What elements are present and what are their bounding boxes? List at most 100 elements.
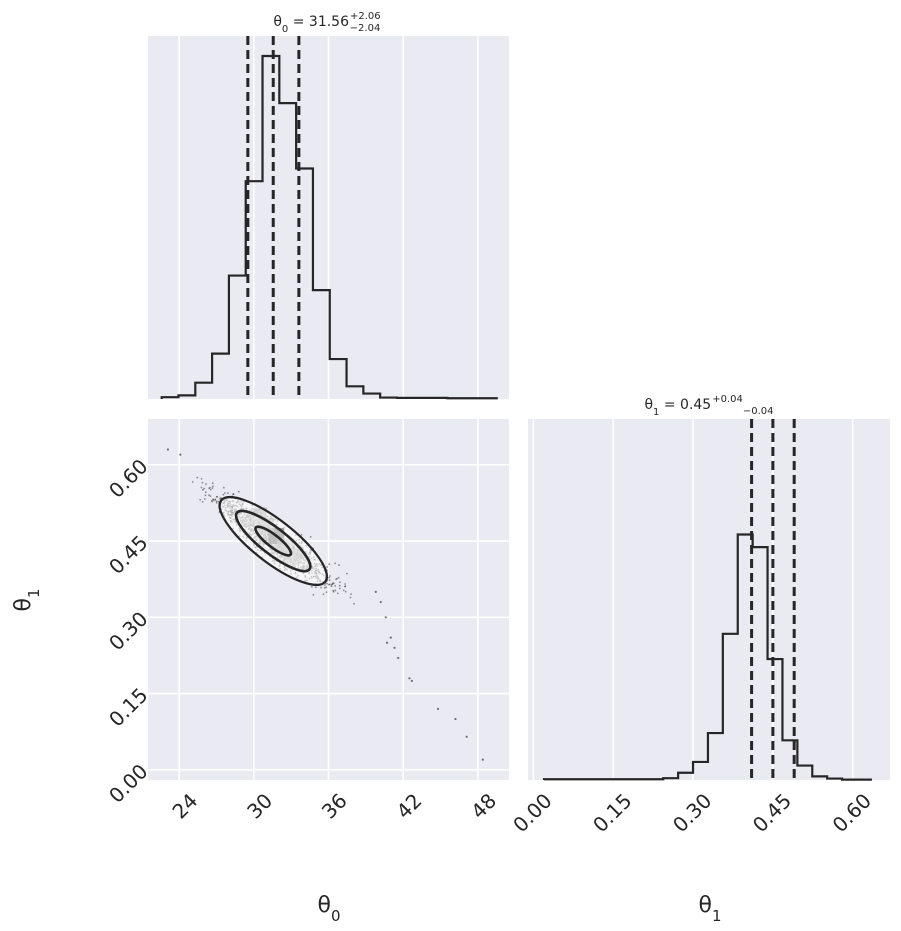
x-tick-label: 42 xyxy=(392,789,427,824)
sample-point xyxy=(212,485,214,488)
sample-point xyxy=(349,596,352,599)
sample-point xyxy=(326,566,328,568)
theta1-histogram-panel: 0.00 0.15 0.30 0.45 0.60 θ1 = 0.45+0.04−0.04… xyxy=(508,394,890,925)
sample-point xyxy=(320,586,323,589)
theta0-histogram-steps xyxy=(160,54,498,400)
sample-point xyxy=(326,582,329,585)
sample-point xyxy=(201,488,204,491)
sample-point xyxy=(237,490,240,493)
outlier-point xyxy=(408,677,411,680)
sample-point xyxy=(338,584,341,587)
joint-scatter-panel: 24 30 36 42 48 0.00 0.15 0.30 0.45 0.60 θ0 θ1 xyxy=(11,419,509,925)
sample-point xyxy=(344,583,347,585)
outlier-point xyxy=(384,616,387,619)
theta1-axis-label: θ1 xyxy=(11,588,43,611)
sample-point xyxy=(196,476,199,479)
sample-point xyxy=(346,572,348,575)
sample-point xyxy=(328,576,331,579)
sample-point xyxy=(330,585,333,588)
sample-point xyxy=(211,487,214,490)
x-tick-labels: 0.00 0.15 0.30 0.45 0.60 xyxy=(508,789,876,837)
sample-point xyxy=(328,579,331,582)
x-tick-label: 0.15 xyxy=(588,789,636,837)
theta1-x-axis-label: θ1 xyxy=(698,893,721,925)
contour-level-3 xyxy=(254,525,293,557)
x-tick-label: 30 xyxy=(242,789,277,824)
x-tick-labels: 24 30 36 42 48 xyxy=(167,789,501,824)
sample-point xyxy=(344,590,347,593)
sample-point xyxy=(215,501,218,504)
quantile-lines xyxy=(246,36,301,399)
sample-point xyxy=(205,483,207,485)
sample-point xyxy=(329,575,331,577)
sample-point xyxy=(209,495,212,498)
sample-point xyxy=(314,586,317,589)
sample-point xyxy=(212,498,214,501)
sample-point xyxy=(338,587,341,590)
sample-point xyxy=(323,586,326,589)
sample-point xyxy=(309,535,312,538)
sample-point xyxy=(203,498,206,500)
sample-point xyxy=(214,498,217,501)
y-tick-label: 0.30 xyxy=(104,607,152,655)
outlier-point xyxy=(397,656,400,660)
sample-point xyxy=(339,581,341,584)
x-tick-label: 0.00 xyxy=(508,789,556,837)
sample-point xyxy=(227,492,229,495)
theta1-title: θ1 = 0.45+0.04−0.04 xyxy=(644,394,773,418)
y-tick-label: 0.15 xyxy=(104,683,152,731)
outlier-point xyxy=(393,646,396,649)
panel-background xyxy=(528,419,890,780)
gridlines xyxy=(148,419,509,780)
outlier-point xyxy=(179,453,182,456)
sample-point xyxy=(325,591,328,594)
x-tick-label: 0.30 xyxy=(668,789,716,837)
x-tick-label: 24 xyxy=(167,789,202,824)
x-tick-label: 36 xyxy=(317,789,352,824)
outlier-point xyxy=(436,707,440,710)
theta0-histogram-panel: θ0 = 31.56+2.06 −2.04 xyxy=(148,11,509,400)
sample-point xyxy=(322,593,325,596)
sample-point xyxy=(335,578,337,581)
x-tick-label: 48 xyxy=(466,789,501,824)
sample-point xyxy=(232,493,235,496)
sample-point xyxy=(312,593,315,596)
sample-point xyxy=(344,585,347,587)
sample-point xyxy=(211,482,214,485)
outlier-point xyxy=(374,590,377,593)
density-contours xyxy=(218,496,328,587)
sample-point xyxy=(201,500,204,503)
sample-point xyxy=(353,602,355,605)
outlier-point xyxy=(379,600,382,604)
y-tick-labels: 0.00 0.15 0.30 0.45 0.60 xyxy=(104,454,152,808)
sample-point xyxy=(204,491,207,494)
gridlines xyxy=(178,36,479,399)
sample-point xyxy=(204,494,207,497)
y-tick-label: 0.45 xyxy=(104,530,152,578)
sample-point xyxy=(328,563,331,566)
sample-point xyxy=(223,492,226,494)
sample-point xyxy=(300,533,303,536)
sample-point xyxy=(191,481,194,483)
sample-point xyxy=(211,500,214,503)
theta0-title: θ0 = 31.56+2.06 −2.04 xyxy=(273,11,380,35)
sample-point xyxy=(219,497,222,500)
sample-point xyxy=(325,586,328,589)
outlier-point xyxy=(166,448,170,451)
sample-point xyxy=(200,477,203,480)
x-tick-label: 0.45 xyxy=(748,789,796,837)
sample-point xyxy=(334,589,337,592)
theta1-histogram-steps xyxy=(542,533,872,781)
y-tick-label: 0.00 xyxy=(104,759,152,807)
sample-point xyxy=(332,582,335,585)
outlier-point xyxy=(454,717,457,721)
outlier-point xyxy=(481,758,484,761)
sample-point xyxy=(222,486,225,489)
sample-point xyxy=(334,584,337,587)
sample-point xyxy=(342,589,345,592)
sample-point xyxy=(336,592,339,595)
sample-point xyxy=(338,564,340,566)
outlier-point xyxy=(389,636,392,639)
sample-point xyxy=(199,498,202,501)
sample-point xyxy=(203,487,206,490)
